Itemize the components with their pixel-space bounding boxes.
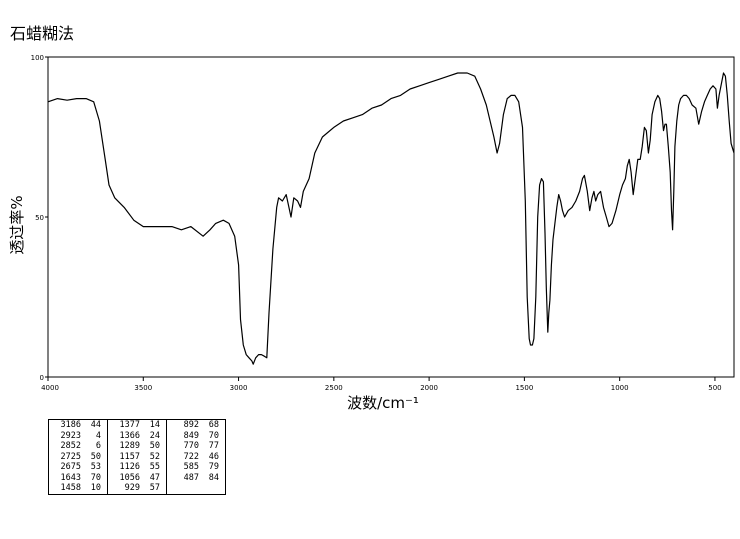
x-tick-label: 1000 — [611, 384, 629, 392]
x-tick-label: 3500 — [134, 384, 152, 392]
x-axis-label: 波数/cm⁻¹ — [347, 394, 419, 410]
peak-entry: 722 46 — [173, 452, 219, 463]
plot-frame — [47, 56, 735, 378]
y-tick-label: 100 — [31, 54, 44, 62]
x-tick-label: 1500 — [515, 384, 533, 392]
peak-transmittance: 70 — [208, 430, 219, 441]
peak-entry: 892 68 — [173, 420, 219, 431]
spectrum-line — [47, 72, 735, 365]
peak-transmittance: 10 — [90, 483, 101, 493]
peak-column-2: 1377 14 1366 24 1289 50 1157 52 1126 55 1056 47 929 5… — [107, 419, 167, 494]
peak-entry: 1643 70 — [55, 473, 101, 484]
peak-entry: 929 57 — [114, 483, 160, 494]
y-axis-label: 透过率% — [8, 195, 26, 254]
x-tick-label: 3000 — [230, 384, 248, 392]
peak-entry: 1126 55 — [114, 462, 160, 473]
peak-transmittance: 4 — [95, 430, 101, 441]
peak-wavenumber: 929 — [124, 483, 140, 493]
y-tick-label: 50 — [35, 214, 44, 222]
peak-wavenumber: 585 — [183, 462, 199, 472]
peak-wavenumber: 487 — [183, 472, 199, 483]
peak-wavenumber: 2725 — [60, 451, 81, 462]
y-axis-ticks: 0 50 100 — [31, 54, 48, 382]
peak-table: 3186 44 2923 4 2852 6 2725 50 2675 53 1643 70 1458 10… — [48, 419, 226, 495]
peak-transmittance: 84 — [208, 472, 219, 483]
peak-column-1: 3186 44 2923 4 2852 6 2725 50 2675 53 1643 70 1458 10 — [48, 419, 108, 494]
chart-title: 石蜡糊法 — [10, 24, 75, 43]
peak-wavenumber: 1157 — [119, 451, 140, 462]
peak-transmittance: 55 — [149, 462, 160, 472]
peak-transmittance: 6 — [95, 441, 101, 451]
peak-transmittance: 44 — [90, 420, 101, 430]
peak-entry: 2923 4 — [55, 431, 101, 442]
y-tick-label: 0 — [40, 374, 44, 382]
peak-transmittance: 70 — [90, 472, 101, 483]
peak-transmittance: 47 — [149, 472, 160, 483]
peak-wavenumber: 1126 — [119, 462, 140, 472]
peak-wavenumber: 2923 — [60, 430, 81, 441]
peak-entry: 1056 47 — [114, 473, 160, 484]
peak-wavenumber: 1458 — [60, 483, 81, 493]
peak-entry: 2852 6 — [55, 441, 101, 452]
peak-transmittance: 24 — [149, 430, 160, 441]
peak-entry: 849 70 — [173, 431, 219, 442]
ir-spectrum-chart: 4000 3500 3000 2500 2000 1500 1000 500 0 50 100 波… — [8, 54, 735, 410]
peak-transmittance: 52 — [149, 451, 160, 462]
peak-transmittance: 46 — [208, 451, 219, 462]
peak-entry: 1377 14 — [114, 420, 160, 431]
peak-column-3: 892 68 849 70 770 77 722 46 585 79 487 84 — [166, 419, 226, 494]
peak-transmittance: 57 — [149, 483, 160, 493]
peak-wavenumber: 722 — [183, 451, 199, 462]
peak-entry: 1366 24 — [114, 431, 160, 442]
peak-entry: 1289 50 — [114, 441, 160, 452]
peak-wavenumber: 1366 — [119, 430, 140, 441]
peak-entry: 3186 44 — [55, 420, 101, 431]
x-tick-label: 4000 — [41, 384, 59, 392]
peak-wavenumber: 3186 — [60, 420, 81, 430]
peak-entry: 1458 10 — [55, 483, 101, 494]
peak-wavenumber: 770 — [183, 441, 199, 451]
peak-entry: 1157 52 — [114, 452, 160, 463]
peak-transmittance: 77 — [208, 441, 219, 451]
peak-transmittance: 68 — [208, 420, 219, 430]
x-tick-label: 2500 — [325, 384, 343, 392]
peak-wavenumber: 1643 — [60, 472, 81, 483]
peak-wavenumber: 1056 — [119, 472, 140, 483]
peak-entry: 2675 53 — [55, 462, 101, 473]
peak-wavenumber: 1289 — [119, 441, 140, 451]
peak-wavenumber: 892 — [183, 420, 199, 430]
x-tick-label: 500 — [708, 384, 721, 392]
peak-entry: 487 84 — [173, 473, 219, 484]
peak-wavenumber: 1377 — [119, 420, 140, 430]
peak-entry: 2725 50 — [55, 452, 101, 463]
peak-entry: 770 77 — [173, 441, 219, 452]
x-tick-label: 2000 — [420, 384, 438, 392]
peak-transmittance: 14 — [149, 420, 160, 430]
peak-transmittance: 50 — [149, 441, 160, 451]
peak-transmittance: 53 — [90, 462, 101, 472]
peak-transmittance: 50 — [90, 451, 101, 462]
peak-entry: 585 79 — [173, 462, 219, 473]
peak-wavenumber: 2852 — [60, 441, 81, 451]
peak-transmittance: 79 — [208, 462, 219, 472]
peak-wavenumber: 2675 — [60, 462, 81, 472]
x-axis-ticks: 4000 3500 3000 2500 2000 1500 1000 500 — [41, 377, 722, 392]
peak-wavenumber: 849 — [183, 430, 199, 441]
peak-table-row: 3186 44 2923 4 2852 6 2725 50 2675 53 1643 70 1458 10… — [48, 419, 226, 494]
